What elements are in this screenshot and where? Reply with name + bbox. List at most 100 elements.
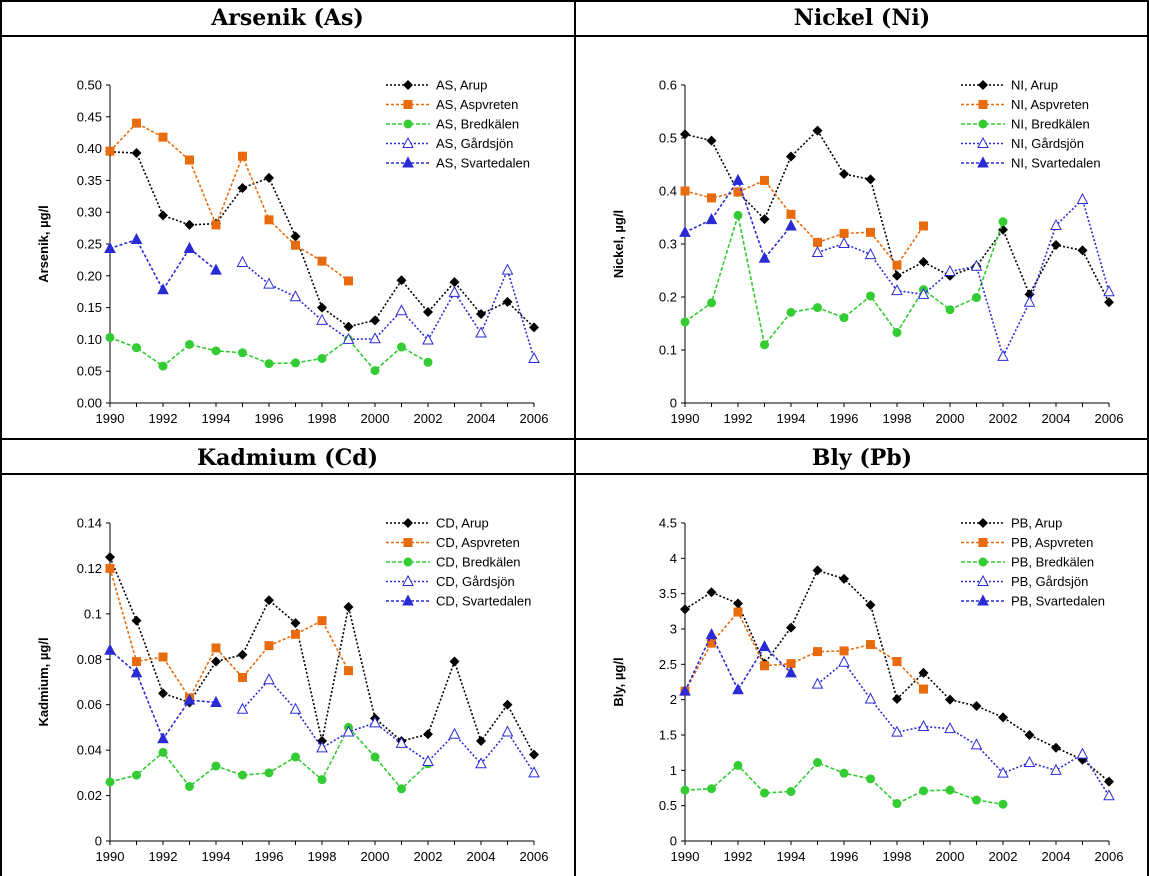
data-point — [264, 359, 274, 369]
data-point — [291, 629, 300, 639]
legend-entry: PB, Arup — [961, 516, 1062, 531]
data-point — [396, 275, 407, 286]
data-point — [680, 604, 690, 615]
data-point — [529, 749, 539, 760]
y-tick-label: 2 — [670, 692, 677, 707]
legend-marker — [403, 538, 413, 547]
data-point — [733, 598, 743, 609]
x-tick-label: 2006 — [520, 849, 549, 864]
data-point — [679, 225, 691, 237]
data-point — [317, 616, 327, 626]
data-point — [839, 646, 849, 656]
y-tick-label: 0.5 — [659, 131, 677, 146]
data-point — [236, 255, 249, 267]
chart-plot: 0 0.1 0.2 0.3 0.4 0.5 0.6 1990 1992 1994 1996 1998 2… — [611, 78, 1123, 427]
data-point — [264, 768, 274, 778]
legend-label: NI, Aspvreten — [1011, 97, 1089, 112]
legend-entry: CD, Bredkälen — [386, 555, 521, 570]
y-tick-label: 0.2 — [659, 290, 677, 305]
series-line — [109, 238, 217, 292]
data-point — [1051, 742, 1061, 753]
data-point — [759, 214, 770, 225]
data-point — [449, 656, 460, 667]
series-aspvreten — [105, 118, 353, 286]
data-point — [211, 643, 221, 653]
chart-title: Kadmium (Cd) — [0, 438, 575, 475]
series-gardsjon — [236, 255, 540, 363]
legend-entry: AS, Aspvreten — [386, 97, 518, 112]
data-point — [132, 343, 141, 353]
y-tick-label: 0.10 — [77, 332, 102, 347]
data-point — [707, 193, 716, 203]
data-point — [707, 784, 716, 794]
legend-label: PB, Aspvreten — [1011, 535, 1093, 550]
y-tick-label: 3.5 — [659, 586, 677, 601]
series-line — [109, 568, 350, 700]
data-point — [528, 351, 540, 363]
y-tick-label: 0.35 — [77, 173, 102, 188]
y-tick-label: 0.3 — [659, 237, 677, 252]
data-point — [997, 349, 1009, 361]
x-tick-label: 2004 — [467, 411, 496, 426]
data-point — [865, 174, 876, 185]
series-line — [684, 610, 925, 692]
data-point — [865, 599, 876, 610]
data-point — [423, 307, 433, 318]
data-point — [839, 169, 849, 180]
series-line — [241, 678, 535, 774]
data-point — [290, 617, 301, 628]
y-tick-label: 0.05 — [77, 364, 102, 379]
y-tick-label: 0.30 — [77, 205, 102, 220]
chart-title: Bly (Pb) — [575, 438, 1149, 475]
data-point — [342, 725, 355, 737]
y-tick-label: 0.02 — [77, 788, 102, 803]
data-point — [892, 328, 902, 338]
data-point — [369, 332, 381, 344]
legend-entry: NI, Bredkälen — [961, 117, 1090, 132]
data-point — [892, 270, 902, 281]
data-point — [707, 638, 716, 648]
x-tick-label: 2000 — [936, 411, 965, 426]
data-point — [236, 702, 249, 714]
data-point — [130, 666, 143, 678]
data-point — [344, 666, 353, 676]
x-tick-label: 1996 — [830, 411, 859, 426]
x-tick-label: 2000 — [936, 849, 965, 864]
data-point — [370, 315, 380, 326]
panel-kadmium: Kadmium (Cd) 0 0.02 0.04 0.06 0.08 0.1 0.12 0.1… — [0, 438, 575, 876]
data-point — [289, 702, 302, 714]
data-point — [132, 770, 141, 780]
data-point — [892, 657, 902, 667]
data-point — [891, 284, 903, 296]
data-point — [317, 256, 327, 266]
data-point — [839, 313, 849, 323]
chart-plot: 0.00 0.05 0.10 0.15 0.20 0.25 0.30 0.35 0.40 0.45… — [36, 78, 548, 427]
legend-marker — [403, 100, 413, 109]
y-tick-label: 1.5 — [659, 728, 677, 743]
data-point — [1023, 295, 1036, 307]
legend-marker — [977, 156, 989, 168]
data-point — [423, 729, 433, 740]
x-tick-label: 2002 — [414, 849, 443, 864]
legend-label: NI, Bredkälen — [1011, 117, 1090, 132]
series-svartedalen — [104, 232, 222, 295]
data-point — [680, 129, 690, 140]
data-point — [917, 719, 930, 732]
series-svartedalen — [104, 643, 222, 744]
legend-marker — [403, 119, 413, 129]
chart-plot: 0 0.02 0.04 0.06 0.08 0.1 0.12 0.14 1990 1992 1994… — [36, 516, 549, 865]
data-point — [369, 716, 381, 728]
data-point — [370, 366, 380, 376]
data-point — [838, 655, 850, 667]
legend-marker — [403, 557, 413, 567]
data-point — [289, 290, 302, 302]
data-point — [838, 236, 850, 248]
x-tick-label: 1998 — [883, 849, 912, 864]
series-bredkalen — [680, 758, 1008, 809]
legend-label: PB, Bredkälen — [1011, 555, 1094, 570]
data-point — [866, 291, 875, 301]
legend-label: PB, Arup — [1011, 516, 1062, 531]
data-point — [423, 357, 433, 367]
panel-arsenik: Arsenik (As) 0.00 0.05 0.10 0.15 0.20 0.25 0.3… — [0, 0, 575, 438]
data-point — [317, 775, 327, 785]
